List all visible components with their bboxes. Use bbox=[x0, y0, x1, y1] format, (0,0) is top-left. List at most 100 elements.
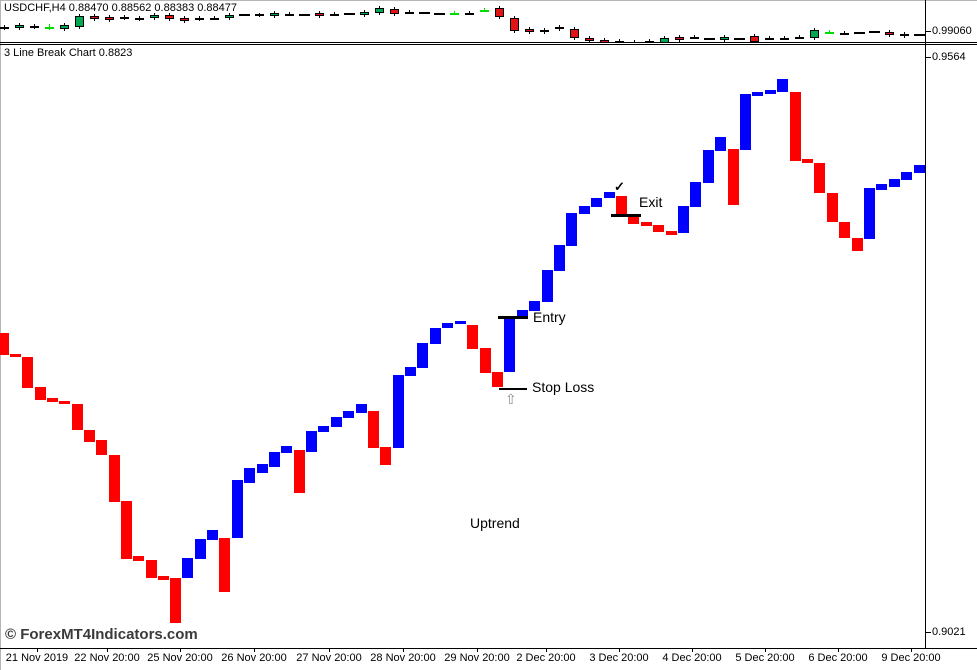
candle-body bbox=[344, 13, 355, 15]
line-break-bar bbox=[244, 468, 255, 483]
time-axis-tick bbox=[692, 648, 693, 652]
line-break-bar bbox=[219, 538, 230, 592]
candle-body bbox=[495, 8, 504, 17]
exit-level-line bbox=[611, 214, 641, 217]
line-break-bar bbox=[554, 245, 565, 271]
price-scale-border bbox=[925, 0, 926, 649]
candle-body bbox=[585, 38, 594, 41]
line-break-bar bbox=[195, 539, 206, 559]
line-break-bar bbox=[566, 213, 577, 246]
line-break-bar bbox=[182, 558, 193, 578]
candle-wick bbox=[649, 39, 650, 42]
candle-body bbox=[390, 9, 399, 14]
candle-body bbox=[690, 37, 699, 39]
line-break-bar bbox=[121, 501, 132, 559]
time-axis-label: 27 Nov 20:00 bbox=[296, 652, 362, 664]
line-break-bar bbox=[10, 354, 21, 357]
candle-body bbox=[375, 8, 384, 13]
line-break-bar bbox=[170, 578, 181, 623]
candle-body bbox=[405, 12, 414, 14]
line-break-bar bbox=[146, 560, 157, 578]
time-axis-label: 26 Nov 20:00 bbox=[221, 652, 287, 664]
candle-body bbox=[675, 37, 684, 40]
time-axis-tick bbox=[838, 648, 839, 652]
candle-body bbox=[734, 38, 745, 40]
time-axis-tick bbox=[403, 648, 404, 652]
line-break-bar bbox=[542, 270, 553, 302]
time-axis-label: 29 Nov 20:00 bbox=[444, 652, 510, 664]
candle-body bbox=[105, 17, 114, 20]
candle-body bbox=[720, 37, 729, 40]
candle-body bbox=[15, 25, 24, 28]
line-break-bar bbox=[579, 206, 590, 214]
line-break-bar bbox=[728, 149, 739, 205]
line-break-bar bbox=[901, 172, 912, 180]
candle-body bbox=[914, 34, 925, 36]
line-break-bar bbox=[417, 343, 428, 368]
candle-body bbox=[45, 27, 54, 29]
line-break-bar bbox=[207, 530, 218, 540]
price-scale-tick bbox=[925, 632, 931, 633]
line-break-bar bbox=[405, 367, 416, 376]
candle-body bbox=[854, 32, 865, 34]
candle-body bbox=[180, 18, 189, 21]
indicator-label: 3 Line Break Chart 0.8823 bbox=[4, 47, 133, 59]
candle-body bbox=[660, 38, 669, 42]
line-break-bar bbox=[740, 94, 751, 150]
line-break-bar bbox=[455, 321, 466, 324]
line-break-bar bbox=[492, 372, 503, 387]
time-axis-label: 25 Nov 20:00 bbox=[147, 652, 213, 664]
candle-body bbox=[750, 36, 759, 42]
thumb-up-arrow-icon: ⇧ bbox=[505, 391, 517, 407]
line-break-bar bbox=[653, 225, 664, 232]
line-break-bar bbox=[0, 333, 9, 355]
time-axis-tick bbox=[37, 648, 38, 652]
line-break-bar bbox=[666, 231, 677, 235]
line-break-bar bbox=[604, 192, 615, 198]
line-break-bar bbox=[59, 401, 70, 404]
candle-body bbox=[795, 37, 804, 39]
candle-body bbox=[255, 14, 264, 16]
line-break-bar bbox=[133, 556, 144, 561]
candle-wick bbox=[634, 40, 635, 42]
stop-loss-level-line bbox=[499, 388, 527, 390]
price-scale-tick bbox=[925, 31, 931, 32]
time-axis-tick bbox=[329, 648, 330, 652]
time-axis-tick bbox=[477, 648, 478, 652]
line-break-bar bbox=[318, 426, 329, 432]
candle-body bbox=[480, 10, 489, 12]
entry-label: Entry bbox=[533, 309, 566, 325]
line-break-bar bbox=[306, 431, 317, 452]
candle-body bbox=[570, 29, 579, 38]
line-break-bar bbox=[814, 163, 825, 193]
time-axis-label: 6 Dec 20:00 bbox=[808, 652, 868, 664]
candle-body bbox=[135, 18, 144, 20]
candle-body bbox=[75, 16, 84, 27]
candle-body bbox=[210, 18, 219, 20]
candle-body bbox=[510, 18, 519, 31]
candle-body bbox=[360, 12, 369, 15]
time-axis-tick bbox=[254, 648, 255, 652]
time-axis-label: 4 Dec 20:00 bbox=[662, 652, 722, 664]
time-axis-tick bbox=[107, 648, 108, 652]
candle-body bbox=[555, 27, 564, 29]
line-break-bar bbox=[294, 450, 305, 493]
line-break-bar bbox=[158, 576, 169, 580]
candle-body bbox=[419, 12, 430, 14]
line-break-chart[interactable] bbox=[0, 45, 925, 648]
line-break-bar bbox=[232, 480, 243, 538]
time-axis-tick bbox=[180, 648, 181, 652]
line-break-bar bbox=[715, 137, 726, 151]
time-axis-tick bbox=[619, 648, 620, 652]
time-axis-label: 9 Dec 20:00 bbox=[881, 652, 941, 664]
line-break-bar bbox=[393, 375, 404, 448]
line-break-bar bbox=[616, 196, 627, 215]
time-axis-label: 5 Dec 20:00 bbox=[735, 652, 795, 664]
line-break-bar bbox=[430, 328, 441, 344]
candle-body bbox=[285, 14, 294, 16]
candlestick-mini-chart[interactable] bbox=[0, 0, 925, 42]
candle-body bbox=[165, 15, 174, 19]
entry-level-line bbox=[498, 316, 528, 319]
watermark: © ForexMT4Indicators.com bbox=[5, 626, 198, 643]
